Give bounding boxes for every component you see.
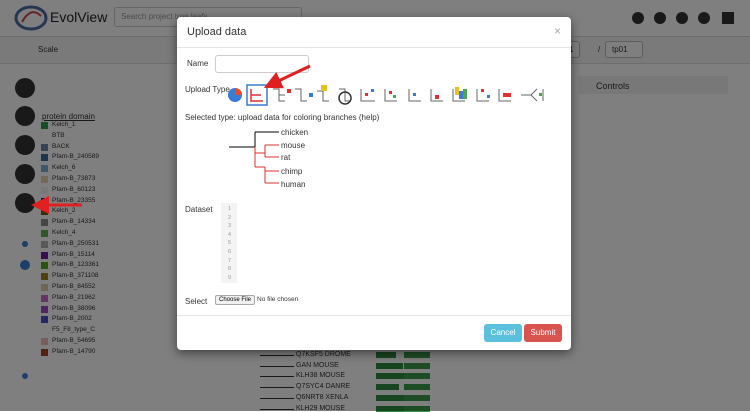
line-number: 7 xyxy=(228,257,232,264)
choose-file-button[interactable]: Choose File xyxy=(215,295,256,305)
select-label: Select xyxy=(185,297,208,306)
example-tree xyxy=(229,131,279,184)
example-leaf: human xyxy=(281,180,306,189)
divider xyxy=(177,315,571,316)
line-number: 8 xyxy=(228,266,232,273)
upload-modal: Upload data × Name Upload Type Selected … xyxy=(177,17,571,350)
example-leaf: mouse xyxy=(281,141,306,150)
close-button[interactable]: × xyxy=(554,24,562,38)
modal-title: Upload data xyxy=(187,26,247,38)
example-leaf: chicken xyxy=(281,128,309,137)
line-number: 9 xyxy=(228,274,232,281)
line-number: 5 xyxy=(228,240,232,247)
example-leaf: chimp xyxy=(281,167,303,176)
dataset-label: Dataset xyxy=(185,205,213,214)
selected-type-text: Selected type: upload data for coloring … xyxy=(185,113,380,122)
line-number: 3 xyxy=(228,223,232,230)
divider xyxy=(177,47,571,48)
no-file-text: No file chosen xyxy=(257,296,299,303)
example-leaf: rat xyxy=(281,153,291,162)
line-number: 1 xyxy=(228,206,232,212)
upload-type-label: Upload Type xyxy=(185,85,230,94)
line-number: 6 xyxy=(228,249,232,255)
line-number: 4 xyxy=(228,231,232,238)
name-label: Name xyxy=(187,59,209,68)
name-input[interactable] xyxy=(215,55,309,73)
line-number: 2 xyxy=(228,214,232,221)
cancel-button[interactable]: Cancel xyxy=(484,324,522,342)
submit-button[interactable]: Submit xyxy=(524,324,562,342)
upload-type-icons[interactable] xyxy=(225,83,550,107)
